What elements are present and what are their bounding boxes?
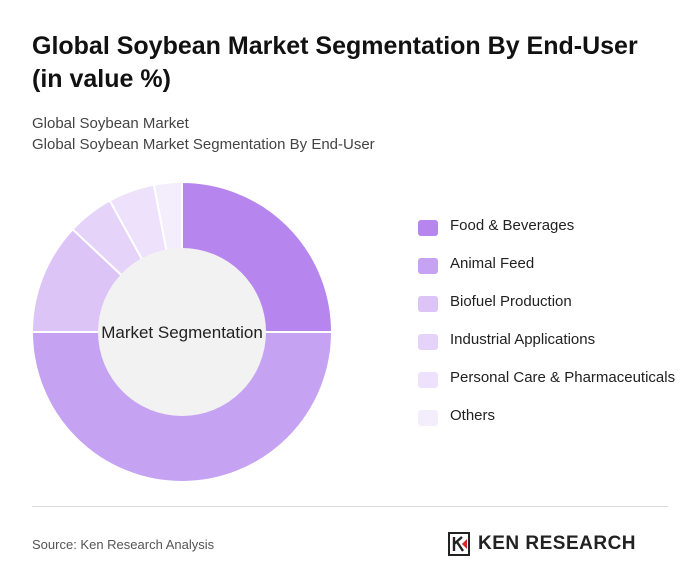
legend-label: Personal Care & Pharmaceuticals	[450, 369, 676, 386]
legend-swatch	[418, 410, 438, 426]
legend-label: Others	[450, 407, 496, 424]
chart-subtitle: Global Soybean Market Global Soybean Mar…	[32, 113, 672, 155]
legend-item: Biofuel Production	[418, 290, 688, 313]
logo-k-icon	[448, 532, 470, 556]
donut-chart: Market Segmentation	[30, 180, 334, 483]
subtitle-line-1: Global Soybean Market	[32, 115, 189, 132]
subtitle-line-2: Global Soybean Market Segmentation By En…	[32, 136, 375, 153]
legend-label: Biofuel Production	[450, 293, 572, 310]
chart-legend: Food & Beverages Animal Feed Biofuel Produ…	[418, 214, 688, 442]
legend-label: Food & Beverages	[450, 217, 575, 234]
legend-swatch	[418, 372, 438, 388]
legend-item: Others	[418, 404, 688, 427]
legend-item: Food & Beverages	[418, 214, 688, 237]
legend-item: Animal Feed	[418, 252, 688, 275]
legend-label: Industrial Applications	[450, 331, 596, 348]
ken-research-logo: KEN RESEARCH	[448, 532, 636, 556]
legend-label: Animal Feed	[450, 255, 535, 272]
center-label: Market Segmentation	[101, 323, 263, 342]
donut-hole	[98, 248, 266, 416]
legend-swatch	[418, 258, 438, 274]
source-note: Source: Ken Research Analysis	[32, 537, 215, 552]
footer-divider	[32, 506, 668, 507]
logo-text: KEN RESEARCH	[478, 533, 637, 554]
legend-swatch	[418, 220, 438, 236]
chart-title: Global Soybean Market Segmentation By En…	[32, 32, 638, 93]
legend-swatch	[418, 334, 438, 350]
legend-item: Personal Care & Pharmaceuticals	[418, 366, 688, 389]
legend-swatch	[418, 296, 438, 312]
legend-item: Industrial Applications	[418, 328, 688, 351]
